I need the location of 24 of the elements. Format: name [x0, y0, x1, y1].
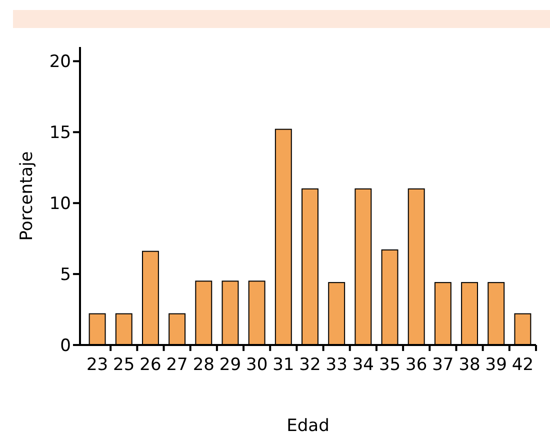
x-tick-label: 42: [512, 355, 534, 375]
x-tick-label: 26: [140, 355, 162, 375]
x-tick-label: 39: [485, 355, 507, 375]
x-tick-label: 38: [458, 355, 480, 375]
x-tick-label: 36: [406, 355, 428, 375]
x-tick-label: 31: [272, 355, 294, 375]
x-tick-label: 34: [352, 355, 374, 375]
y-tick-label: 5: [60, 265, 71, 285]
y-tick-label: 0: [60, 336, 71, 356]
y-tick-label: 10: [49, 194, 71, 214]
x-tick-label: 35: [378, 355, 401, 375]
x-tick-label: 29: [219, 355, 242, 375]
y-tick-label: 15: [49, 123, 71, 144]
x-tick-label: 32: [299, 355, 321, 375]
x-tick-label: 33: [326, 355, 348, 375]
x-tick-label: 23: [86, 355, 108, 375]
x-tick-label: 30: [246, 355, 268, 375]
y-tick-label: 20: [49, 52, 71, 72]
y-axis-title: Porcentaje: [17, 151, 37, 241]
x-tick-label: 37: [432, 355, 454, 375]
x-tick-label: 27: [166, 355, 188, 375]
x-axis-title: Edad: [286, 416, 330, 436]
x-tick-label: 28: [192, 355, 214, 375]
x-tick-label: 25: [113, 355, 135, 375]
